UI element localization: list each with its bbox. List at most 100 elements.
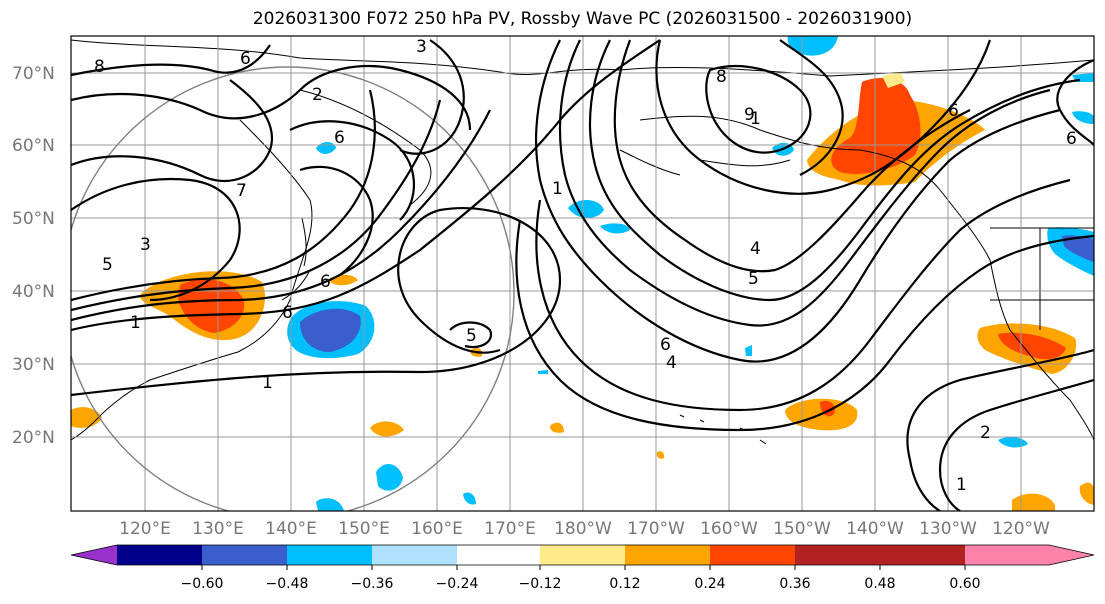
aleutian-islands [619, 149, 791, 176]
colorbar-tick-label: 0.60 [949, 576, 980, 592]
kamchatka-coastline [299, 89, 432, 206]
lon-label: 150°E [338, 519, 390, 539]
colorbar-segment [372, 545, 457, 565]
colorbar-tick-label: 0.36 [779, 576, 810, 592]
colorbar-segment [540, 545, 625, 565]
colorbar-tick-label: 0.12 [609, 576, 640, 592]
colorbar-outline [70, 544, 1095, 566]
longitude-labels: 120°E 130°E 140°E 150°E 160°E 170°E 180°… [119, 519, 1050, 539]
negative-anomaly-patch [600, 223, 630, 234]
negative-anomaly-patch [745, 345, 752, 356]
colorbar-tick-label: 0.48 [864, 576, 895, 592]
contour-label: 2 [312, 85, 323, 105]
colorbar-segment [710, 545, 795, 565]
colorbar-segment [287, 545, 372, 565]
lon-label: 130°W [919, 519, 977, 539]
negative-anomaly-patch [1072, 111, 1094, 124]
contour-label: 1 [262, 373, 273, 393]
colorbar-tick-label: −0.36 [351, 576, 394, 592]
lon-label: 170°E [484, 519, 536, 539]
lon-label: 120°W [992, 519, 1050, 539]
contour-label: 9 [744, 105, 755, 125]
colorbar-extend-low [71, 545, 117, 565]
colorbar-tick-label: −0.12 [519, 576, 562, 592]
lat-label: 50°N [12, 209, 55, 229]
contour-label: 4 [666, 353, 677, 373]
contour-label: 4 [750, 239, 761, 259]
lon-label: 120°E [119, 519, 171, 539]
contour-label: 6 [1066, 129, 1077, 149]
colorbar-segment [202, 545, 287, 565]
contour-label: 3 [140, 235, 151, 255]
lon-label: 160°E [411, 519, 463, 539]
negative-anomaly-core [1062, 235, 1094, 262]
contour-label: 1 [552, 179, 563, 199]
colorbar-tick-label: −0.24 [436, 576, 479, 592]
lon-label: 140°W [846, 519, 904, 539]
north-america-coastline [639, 115, 1094, 441]
contour-label-group: 3 8 6 2 6 7 3 5 1 6 6 1 5 1 8 9 6 6 1 4 … [94, 37, 1077, 495]
lon-label: 160°W [700, 519, 758, 539]
contour-label: 6 [948, 101, 959, 121]
contour-label: 8 [716, 67, 727, 87]
negative-anomaly-patch [538, 370, 548, 374]
lat-label: 60°N [12, 136, 55, 156]
negative-anomaly-patch [316, 498, 344, 511]
map-title: 2026031300 F072 250 hPa PV, Rossby Wave … [252, 9, 913, 29]
colorbar: −0.60 −0.48 −0.36 −0.24 −0.12 0.12 0.24 … [70, 544, 1095, 592]
lon-label: 150°W [773, 519, 831, 539]
lon-label: 130°E [192, 519, 244, 539]
contour-label: 1 [130, 313, 141, 333]
lat-label: 70°N [12, 64, 55, 84]
hawaii-islands [679, 414, 767, 445]
contour-label: 1 [956, 475, 967, 495]
gridlines [71, 36, 1094, 511]
positive-anomaly-core [998, 332, 1066, 360]
colorbar-tick-label: 0.24 [694, 576, 725, 592]
plot-frame [70, 35, 1095, 512]
positive-anomaly-patch [1012, 493, 1055, 511]
lon-label: 140°E [265, 519, 317, 539]
contour-label: 2 [980, 423, 991, 443]
contour-label: 6 [282, 303, 293, 323]
contour-label: 6 [334, 128, 345, 148]
positive-anomaly-patch [656, 451, 665, 459]
contour-label: 5 [102, 255, 113, 275]
colorbar-segment [880, 545, 965, 565]
positive-anomaly-patch [370, 421, 404, 437]
colorbar-tick-label: −0.60 [181, 576, 224, 592]
lon-label: 170°W [627, 519, 685, 539]
contour-label: 5 [466, 326, 477, 346]
contour-label: 6 [240, 49, 251, 69]
latitude-labels: 70°N 60°N 50°N 40°N 30°N 20°N [12, 64, 55, 448]
contour-label: 8 [94, 57, 105, 77]
contour-label: 6 [320, 272, 331, 292]
negative-anomaly-patch [463, 492, 476, 505]
colorbar-segment [117, 545, 202, 565]
contour-label: 5 [748, 269, 759, 289]
colorbar-tick-label: −0.48 [266, 576, 309, 592]
reference-circle [71, 66, 515, 511]
positive-anomaly-patch [71, 407, 102, 428]
negative-anomaly-patch [787, 36, 838, 56]
contour-label: 6 [660, 335, 671, 355]
contour-label: 1 [750, 109, 761, 129]
contour-label: 3 [416, 37, 427, 57]
positive-anomaly-core [178, 279, 245, 333]
lon-label: 180°W [554, 519, 612, 539]
positive-anomaly-patch [1079, 482, 1094, 505]
positive-anomaly-patch [550, 422, 564, 433]
colorbar-extend-high [965, 545, 1094, 565]
colorbar-segment [625, 545, 710, 565]
japan-coastline [281, 217, 311, 301]
colorbar-segment [795, 545, 880, 565]
lat-label: 20°N [12, 428, 55, 448]
weak-positive-patch [882, 72, 905, 88]
negative-anomaly-core [300, 308, 361, 352]
negative-anomaly-patch [376, 464, 403, 491]
lat-label: 30°N [12, 355, 55, 375]
pv-contours [71, 39, 1094, 511]
lat-label: 40°N [12, 282, 55, 302]
colorbar-segment [457, 545, 540, 565]
